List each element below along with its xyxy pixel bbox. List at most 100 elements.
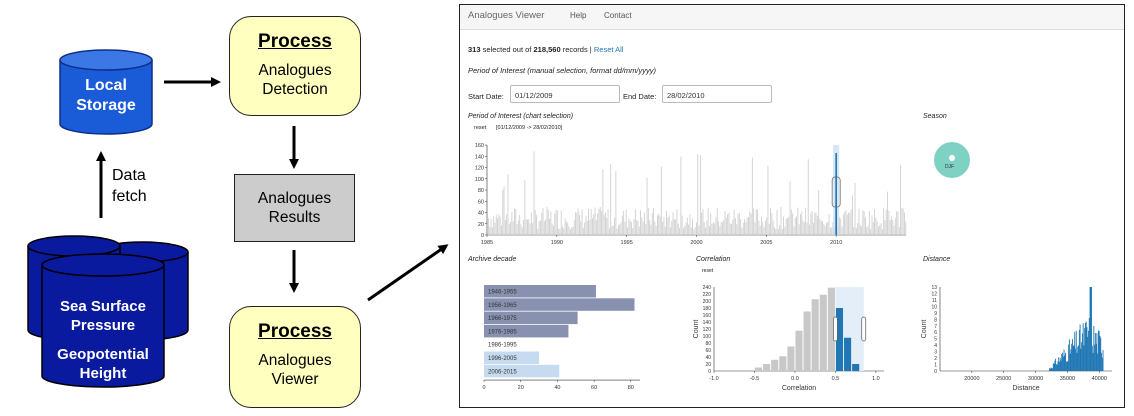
period-bar [841,226,843,235]
period-bar [680,156,682,235]
period-bar [625,209,627,235]
period-bar [803,222,805,235]
correlation-bar [787,346,795,371]
period-bar [827,221,829,235]
period-bar [654,221,656,235]
period-bar [757,209,758,235]
end-date-input[interactable]: 28/02/2010 [662,85,772,103]
period-bar [750,213,752,235]
period-bar [770,208,771,235]
distance-bar [1049,368,1050,371]
period-bar [664,226,666,235]
period-bar [559,228,561,235]
period-bar [720,221,722,235]
period-bar [819,218,821,235]
period-chart-bars [488,145,907,235]
period-bar [510,221,511,235]
period-reset-link[interactable]: reset [474,125,487,131]
period-bar [642,221,644,235]
period-bar [595,220,597,235]
correlation-bar [779,356,787,371]
distance-bar [1091,345,1093,371]
period-bar [863,211,865,235]
distance-y-tick-label: 9 [934,311,937,317]
period-bar [722,221,723,235]
period-bar [668,215,670,235]
period-y-tick-label: 80 [478,188,484,194]
period-bar [618,225,619,235]
end-date-label: End Date: [623,92,657,101]
period-bar [719,226,721,235]
distance-y-tick-label: 6 [934,330,937,336]
decade-bar-label: 1996-2005 [488,356,517,362]
period-bar [775,229,777,235]
start-date-input[interactable]: 01/12/2009 [510,85,620,103]
viewer-app-title[interactable]: Analogues Viewer [468,10,545,21]
correlation-bar [754,367,763,371]
correlation-bar [844,337,852,371]
viewer-navbar: Analogues Viewer Help Contact [460,5,1124,30]
period-bar [822,221,823,235]
period-bar [541,212,543,235]
period-bar [896,211,898,235]
diagram-canvas [27,49,449,388]
correlation-brush-right [861,316,867,342]
period-bar [646,177,648,235]
period-bar [690,227,692,235]
period-bar [553,225,554,235]
correlation-y-tick-label: 120 [703,327,712,333]
correlation-y-title: Count [693,320,700,339]
period-bar [527,219,528,235]
period-bar [731,223,732,235]
correlation-bar [827,287,835,371]
period-bar [584,222,586,235]
period-bar [861,226,862,235]
decade-bar-label: 1986-1995 [488,343,517,349]
distance-bar [1055,364,1057,371]
period-bar [659,216,661,235]
period-bar [732,219,734,235]
period-bar [762,221,764,235]
period-bar [524,180,526,235]
period-bar [749,211,751,235]
period-bar [644,212,645,235]
period-bar [754,222,756,235]
period-chart[interactable]: 0 20 40 60 80 100 120 140 160 1985 1990 1995 2000 200… [460,133,920,251]
distance-bar [1100,337,1102,371]
process-viewer-title: Process [258,321,332,342]
distance-bar [1080,348,1082,371]
period-bar [699,155,701,235]
decade-x-tick-label: 60 [591,385,597,391]
correlation-y-tick-label: 160 [703,313,712,319]
period-bar [620,222,622,235]
period-manual-label: Period of Interest (manual selection, fo… [468,66,656,75]
period-x-tick-label: 2010 [830,240,842,246]
period-bar [706,221,708,235]
nav-contact-link[interactable]: Contact [604,11,632,20]
period-bar [696,222,697,235]
period-bar [802,220,804,235]
period-bar [538,221,540,235]
period-bar [663,216,665,235]
period-bar [599,207,601,235]
reset-all-link[interactable]: Reset All [593,45,624,54]
distance-y-tick-label: 7 [934,324,937,330]
period-bar [901,207,903,235]
period-bar [878,226,879,235]
distance-x-title: Distance [1012,385,1039,392]
period-bar [709,226,710,235]
period-bar [781,228,783,235]
local-storage-label: Local Storage [60,76,152,116]
distance-bar [1065,361,1067,371]
period-bar [776,209,778,235]
period-bar [592,218,593,235]
correlation-reset-link[interactable]: reset [702,268,714,274]
period-bar [554,213,556,235]
period-bar [489,226,491,235]
decade-chart[interactable]: 1946-1955 1956-1965 1966-1975 1976-1985 1986… [460,275,660,395]
period-bar [640,210,641,235]
nav-help-link[interactable]: Help [570,11,587,20]
period-bar [530,212,532,235]
